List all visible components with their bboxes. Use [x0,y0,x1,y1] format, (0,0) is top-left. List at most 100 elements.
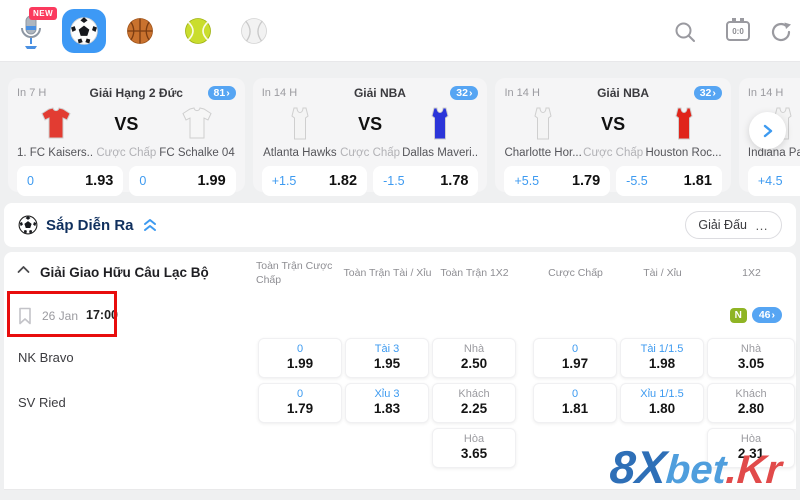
odds-cell[interactable]: Khách 2.80 [707,383,795,423]
odds-label: Khách [735,387,767,400]
odds-label: 0 [296,387,304,400]
match-card[interactable]: In 14 H Giải NBA 32 › VS Atlanta Hawks Cư… [252,78,488,196]
markets-count-badge[interactable]: 46 › [751,307,782,323]
odds-cell[interactable]: 0 1.79 [258,383,342,423]
collapse-league-button[interactable] [17,265,30,274]
carousel-next-button[interactable] [749,112,786,149]
odds-label: 0 [571,387,579,400]
market-count-badge[interactable]: 81 › [207,86,236,100]
home-team-name: Atlanta Hawks [263,147,337,159]
table-header: Giải Giao Hữu Câu Lạc Bộ Toàn Trận Cược … [4,252,796,294]
odds-label: 0 [296,342,304,355]
match-card[interactable]: In 7 H Giải Hạng 2 Đức 81 › VS 1. FC Kais… [8,78,245,196]
featured-matches-carousel: In 7 H Giải Hạng 2 Đức 81 › VS 1. FC Kais… [0,78,800,198]
market-count-badge[interactable]: 32 › [450,86,479,100]
odds-value: 1.79 [286,401,314,417]
soccer-ball-icon [18,215,38,235]
scoreboard-icon: 0:0 [732,26,744,36]
away-jersey [431,107,449,140]
odds-cell[interactable]: 0 1.81 [533,383,617,423]
tab-soccer[interactable] [62,9,106,53]
odds-label: 0 [571,342,579,355]
home-odds-button[interactable]: +1.5 1.82 [261,166,368,196]
odds-cell[interactable]: Hòa 2.31 [707,428,795,468]
league-name: Giải Hạng 2 Đức [89,86,183,100]
odds-value: 1.99 [197,173,226,189]
tab-basketball[interactable] [118,9,162,53]
handicap-line: +1.5 [271,174,297,188]
odds-value: 2.80 [737,401,765,417]
badge-count: 81 [213,87,226,99]
search-icon [675,22,695,42]
tab-tennis[interactable] [176,9,220,53]
odds-cell[interactable]: 0 1.99 [258,338,342,378]
away-odds-button[interactable]: -1.5 1.78 [373,166,479,196]
home-odds-button[interactable]: +5.5 1.79 [504,166,611,196]
chevron-right-icon: › [226,87,230,99]
odds-label: Nhà [740,342,762,355]
odds-cell[interactable]: Nhà 2.50 [432,338,516,378]
odds-cell[interactable]: Hòa 3.65 [432,428,516,468]
column-header: Cược Chấp [548,267,603,280]
home-team-name: Charlotte Hor... [504,147,582,159]
handicap-line: -1.5 [383,174,405,188]
away-odds-button[interactable]: -5.5 1.81 [616,166,722,196]
section-title: Sắp Diễn Ra [46,216,134,234]
match-time: In 14 H [747,87,784,99]
odds-cell[interactable]: Tài 1/1.5 1.98 [620,338,704,378]
watermark-part2: bet [664,448,728,492]
away-team-name: Dallas Maveri... [402,147,479,159]
home-odds-button[interactable]: +4.51.81 [747,166,800,196]
microphone-icon [21,15,41,49]
watermark: 8Xbet.Kr [608,440,784,494]
match-date: 26 Jan [42,309,79,323]
odds-label: Xỉu 3 [374,387,400,400]
market-label: Cược Chấp [340,147,401,159]
match-time: In 14 H [261,87,298,99]
search-button[interactable] [672,19,698,45]
tab-baseball[interactable] [232,9,276,53]
odds-cell[interactable]: Khách 2.25 [432,383,516,423]
away-odds-button[interactable]: 0 1.99 [129,166,236,196]
match-card[interactable]: In 14 H Giải NBA 32 › VS Charlotte Hor...… [495,78,731,196]
odds-label: Xỉu 1/1.5 [640,387,684,400]
odds-value: 1.98 [648,356,676,372]
away-team-name: SV Ried [18,395,66,410]
odds-cell[interactable]: Tài 3 1.95 [345,338,429,378]
handicap-line: +4.5 [757,174,783,188]
odds-label: Khách [458,387,490,400]
column-header: Toàn Trận Cược Chấp [256,260,333,286]
away-jersey [674,107,693,140]
odds-value: 3.65 [460,446,488,462]
odds-cell[interactable]: Xỉu 3 1.83 [345,383,429,423]
double-chevron-up-icon[interactable] [142,217,158,233]
market-count-badge[interactable]: 32 › [693,86,722,100]
odds-value: 1.81 [561,401,589,417]
baseball-icon [241,18,267,44]
refresh-button[interactable] [768,19,794,45]
chevron-right-icon: › [468,87,473,99]
tennis-ball-icon [185,18,211,44]
new-market-badge: N [729,307,747,323]
vs-label: VS [601,113,626,134]
topbar: NEW [0,0,800,62]
badge-count: 46 [758,309,771,321]
league-filter-button[interactable]: Giải Đấu … [685,211,782,239]
odds-cell[interactable]: Xỉu 1/1.5 1.80 [620,383,704,423]
odds-label: Nhà [463,342,485,355]
live-score-button[interactable]: 0:0 [726,18,750,41]
bookmark-icon[interactable] [18,307,32,325]
odds-value: 1.99 [286,356,314,372]
chevron-right-icon [763,124,772,137]
odds-cell[interactable]: 0 1.97 [533,338,617,378]
voice-search-button[interactable]: NEW [14,7,58,54]
market-label: Cược Chấp [96,147,157,159]
match-meta-row: 26 Jan 17:00 N 46 › [4,295,796,339]
home-odds-button[interactable]: 0 1.93 [17,166,124,196]
odds-cell[interactable]: Nhà 3.05 [707,338,795,378]
home-jersey [291,107,309,140]
watermark-part1: 8X [608,441,669,493]
home-team-name: Indiana Pacers [747,147,800,159]
vs-label: VS [114,113,139,134]
away-jersey [182,107,212,139]
